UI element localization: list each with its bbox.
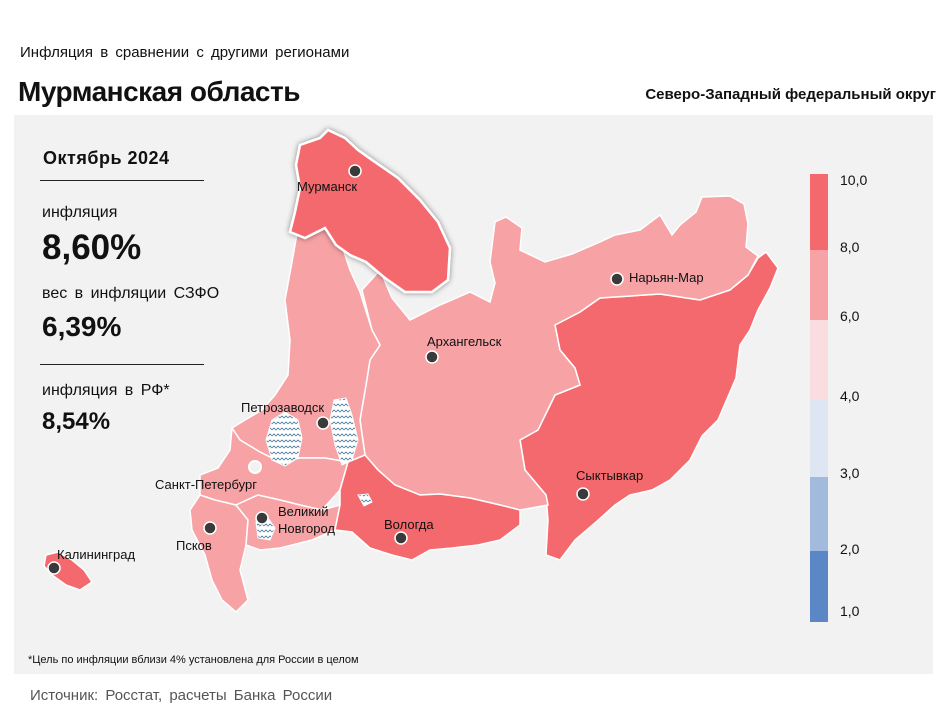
legend-tick-10: 10,0 — [840, 172, 868, 188]
rf-inflation-label: инфляция в РФ* — [42, 382, 170, 399]
petrozavodsk-marker — [316, 416, 330, 430]
lake-ladoga — [265, 411, 303, 467]
legend-color-8-10 — [810, 174, 828, 250]
source-note: Источник: Росстат, расчеты Банка России — [30, 687, 333, 704]
region-pskov — [189, 494, 249, 614]
legend-color-1-2 — [810, 551, 828, 622]
naryan-mar-label: Нарьян-Мар — [629, 270, 704, 285]
legend-color-2-3 — [810, 477, 828, 551]
spb-label: Санкт-Петербург — [155, 477, 257, 492]
divider-bottom — [40, 364, 204, 365]
petrozavodsk-label: Петрозаводск — [241, 400, 324, 415]
legend-color-4-6 — [810, 320, 828, 400]
kaliningrad-label: Калининград — [57, 547, 135, 562]
divider-top — [40, 180, 204, 181]
arkhangelsk-marker — [425, 350, 439, 364]
inflation-label: инфляция — [42, 204, 118, 221]
legend-tick-8: 8,0 — [840, 239, 860, 255]
vologda-marker — [394, 531, 408, 545]
region-vologda — [334, 454, 521, 561]
murmansk-marker — [348, 164, 362, 178]
inflation-value: 8,60% — [42, 228, 142, 267]
legend-color-3-4 — [810, 400, 828, 477]
syktyvkar-marker — [576, 487, 590, 501]
rf-inflation-value: 8,54% — [42, 408, 111, 435]
page-subtitle: Инфляция в сравнении с другими регионами — [20, 44, 350, 61]
arkhangelsk-label: Архангельск — [427, 334, 502, 349]
syktyvkar-label: Сыктывкар — [576, 468, 643, 483]
lake-beloye — [357, 493, 373, 507]
kaliningrad-marker — [47, 561, 61, 575]
lake-onega — [329, 397, 359, 466]
legend-tick-3: 3,0 — [840, 465, 860, 481]
pskov-label: Псков — [176, 538, 212, 553]
region-karelia — [230, 224, 381, 463]
district-name: Северо-Западный федеральный округ — [645, 86, 936, 103]
legend-tick-4: 4,0 — [840, 388, 860, 404]
period-label: Октябрь 2024 — [43, 148, 170, 168]
legend-color-6-8 — [810, 250, 828, 320]
spb-marker — [248, 460, 262, 474]
pskov-marker — [203, 521, 217, 535]
weight-value: 6,39% — [42, 311, 122, 342]
legend-tick-6: 6,0 — [840, 308, 860, 324]
page-title: Мурманская область — [18, 76, 300, 107]
region-murmansk — [288, 128, 452, 294]
velikiy-label: Великий — [278, 504, 329, 519]
naryan-mar-marker — [610, 272, 624, 286]
legend-tick-2: 2,0 — [840, 541, 860, 557]
weight-label: вес в инфляции СЗФО — [42, 285, 220, 302]
legend-tick-1: 1,0 — [840, 603, 860, 619]
velikiy-novgorod-marker — [255, 511, 269, 525]
novgorod-label: Новгород — [278, 521, 335, 536]
footnote: *Цель по инфляции вблизи 4% установлена … — [28, 654, 359, 666]
murmansk-label: Мурманск — [297, 179, 357, 194]
vologda-label: Вологда — [384, 517, 434, 532]
